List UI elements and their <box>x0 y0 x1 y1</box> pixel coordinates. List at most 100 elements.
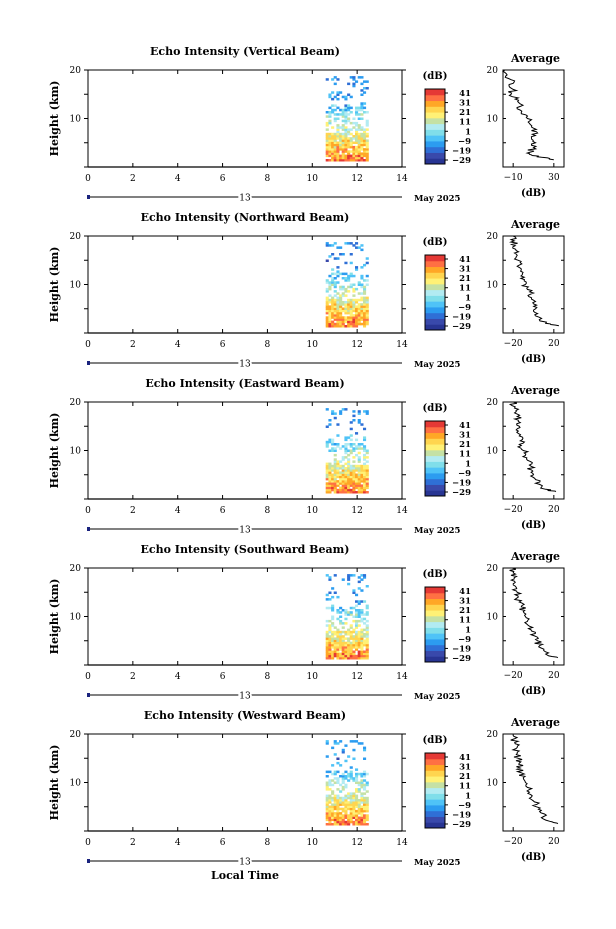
echo-cell <box>357 471 361 474</box>
echo-cell <box>336 266 340 269</box>
echo-cell <box>341 126 345 129</box>
echo-cell <box>344 143 348 147</box>
echo-cell <box>363 287 367 291</box>
colorbar-tick-label: 1 <box>465 293 471 303</box>
echo-cell <box>355 823 359 826</box>
echo-cell <box>355 633 359 636</box>
x-tick-label: 12 <box>351 672 362 682</box>
echo-cell <box>333 633 337 636</box>
echo-cell <box>344 294 348 297</box>
x-tick-label: 12 <box>351 506 362 516</box>
echo-cell <box>357 108 361 112</box>
echo-cell <box>341 772 345 776</box>
echo-cell <box>365 316 369 319</box>
echo-cell <box>349 298 353 302</box>
echo-cell <box>357 124 361 127</box>
echo-cell <box>352 76 356 79</box>
echo-cell <box>360 89 364 92</box>
echo-cell <box>349 812 353 815</box>
echo-cell <box>347 152 351 155</box>
echo-cell <box>333 823 337 826</box>
echo-cell <box>355 438 359 442</box>
echo-cell <box>365 121 369 125</box>
echo-cell <box>325 809 329 813</box>
echo-cell <box>325 467 329 470</box>
echo-cell <box>360 480 364 483</box>
echo-cell <box>347 484 351 487</box>
echo-cell <box>336 469 340 472</box>
echo-cell <box>336 779 340 782</box>
echo-cell <box>339 740 343 743</box>
echo-cell <box>355 445 359 448</box>
echo-cell <box>339 154 343 158</box>
echo-cell <box>347 305 351 308</box>
echo-cell <box>363 633 367 636</box>
echo-cell <box>331 467 335 470</box>
echo-cell <box>328 135 332 138</box>
echo-cell <box>360 600 364 603</box>
echo-cell <box>347 639 351 642</box>
echo-cell <box>347 443 351 446</box>
echo-cell <box>328 491 332 494</box>
echo-cell <box>360 285 364 289</box>
echo-cell <box>347 108 351 112</box>
echo-cell <box>325 823 329 826</box>
echo-cell <box>336 270 340 273</box>
echo-cell <box>349 641 353 645</box>
echo-cell <box>347 119 351 123</box>
echo-cell <box>325 301 329 304</box>
echo-cell <box>339 480 343 483</box>
colorbar-tick-label: 11 <box>459 450 471 460</box>
avg-profile-line <box>509 567 559 659</box>
echo-cell <box>325 298 329 302</box>
echo-cell <box>363 477 367 481</box>
colorbar-swatch <box>425 152 445 159</box>
echo-cell <box>336 611 340 614</box>
echo-cell <box>355 137 359 140</box>
echo-cell <box>341 809 345 813</box>
x-tick-label: 2 <box>130 174 136 184</box>
echo-cell <box>336 816 340 819</box>
echo-cell <box>365 796 369 800</box>
echo-cell <box>325 408 329 411</box>
echo-cell <box>349 772 353 776</box>
echo-cell <box>341 630 345 634</box>
x-tick-label: 14 <box>396 340 408 350</box>
echo-cell <box>349 799 353 802</box>
echo-cell <box>336 794 340 798</box>
colorbar-swatch <box>425 266 445 273</box>
echo-cell <box>352 244 356 247</box>
echo-cell <box>357 159 361 162</box>
echo-cell <box>341 272 345 276</box>
echo-cell <box>339 812 343 815</box>
echo-cell <box>365 322 369 326</box>
echo-cell <box>352 152 356 155</box>
echo-cell <box>352 156 356 160</box>
echo-cell <box>328 285 332 289</box>
echo-cell <box>325 794 329 798</box>
echo-cell <box>341 654 345 658</box>
echo-cell <box>325 783 329 787</box>
echo-cell <box>347 316 351 319</box>
echo-cell <box>339 820 343 824</box>
echo-cell <box>328 816 332 819</box>
echo-cell <box>352 159 356 162</box>
echo-cell <box>357 113 361 116</box>
echo-cell <box>333 801 337 804</box>
echo-cell <box>363 488 367 492</box>
echo-cell <box>363 445 367 448</box>
echo-cell <box>328 316 332 319</box>
echo-cell <box>333 242 337 245</box>
echo-cell <box>347 488 351 492</box>
echo-cell <box>363 462 367 466</box>
echo-cell <box>325 648 329 651</box>
y-tick-label: 10 <box>70 613 82 623</box>
echo-cell <box>341 119 345 123</box>
echo-cell <box>347 318 351 321</box>
echo-cell <box>349 740 353 743</box>
colorbar-swatch <box>425 283 445 291</box>
echo-cell <box>347 801 351 804</box>
echo-cell <box>363 654 367 658</box>
echo-cell <box>328 115 332 118</box>
echo-cell <box>339 491 343 494</box>
